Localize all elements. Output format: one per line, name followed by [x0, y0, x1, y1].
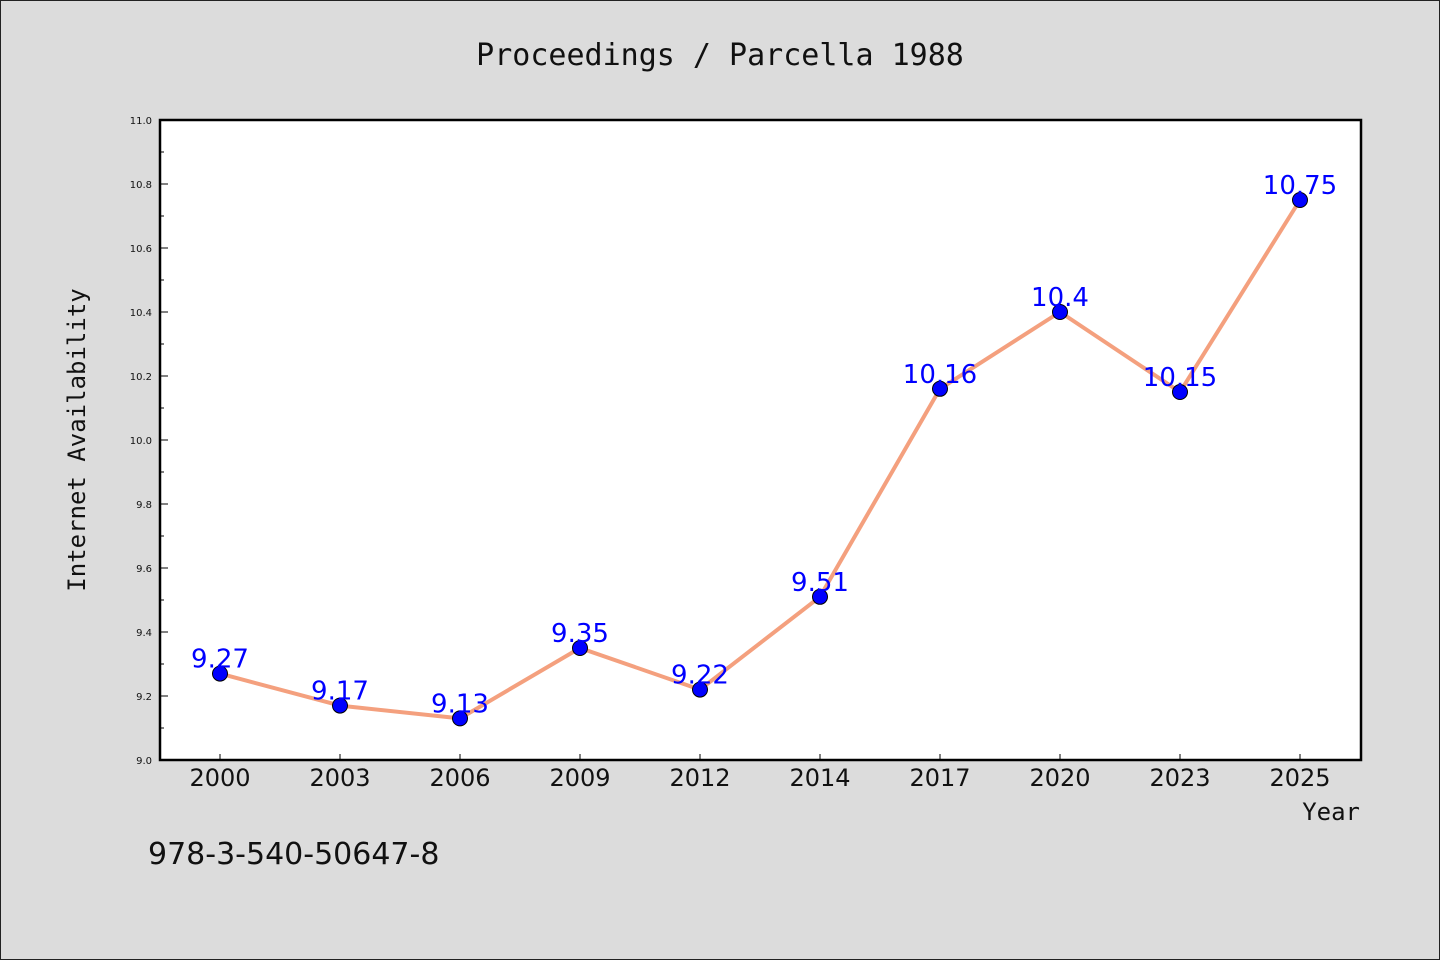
x-tick-label: 2003: [309, 764, 370, 792]
series-polyline: [218, 198, 1302, 721]
x-tick-label: 2017: [909, 764, 970, 792]
data-point: [1172, 384, 1188, 400]
x-tick-label: 2023: [1149, 764, 1210, 792]
y-tick-label: 10.4: [130, 308, 152, 319]
x-tick-label: 2000: [189, 764, 250, 792]
data-point: [212, 665, 228, 682]
y-tick-label: 10.2: [130, 372, 152, 383]
data-point: [572, 640, 588, 656]
data-label: 9.17: [311, 677, 369, 707]
data-point: [692, 681, 708, 698]
x-tick-label: 2012: [669, 764, 730, 792]
chart-title: Proceedings / Parcella 1988: [476, 38, 964, 73]
data-point: [332, 697, 348, 714]
plot-area: [158, 118, 1363, 762]
y-axis-label: Internet Availability: [63, 288, 91, 591]
data-point: [932, 380, 948, 397]
data-label: 9.51: [791, 568, 849, 598]
data-label: 9.13: [431, 689, 489, 719]
x-tick-label: 2006: [429, 764, 490, 792]
data-point: [452, 710, 468, 727]
x-tick-label: 2020: [1029, 764, 1090, 792]
y-tick-label: 11.0: [130, 116, 152, 127]
data-label: 9.22: [671, 661, 729, 691]
y-tick-label: 10.6: [130, 244, 152, 255]
data-labels: 9.27 9.17 9.13 9.35 9.22 9.51 10.16 10.4 10.15 10…: [191, 171, 1337, 719]
x-axis-label: Year: [1302, 798, 1360, 826]
x-tick-label: 2014: [789, 764, 850, 792]
y-tick-label: 9.6: [136, 564, 152, 575]
series-markers: [212, 192, 1308, 727]
data-point: [812, 588, 828, 605]
y-tick-label: 9.0: [136, 756, 152, 767]
x-axis: 2000 2003 2006 2009 2012 2014 2017 2020 2023 2025: [189, 754, 1331, 792]
footnote-isbn: 978-3-540-50647-8: [148, 837, 439, 872]
data-label: 9.35: [551, 619, 609, 649]
x-tick-label: 2025: [1269, 764, 1330, 792]
y-tick-label: 9.8: [136, 500, 152, 511]
data-label: 9.27: [191, 645, 249, 675]
y-tick-label: 10.0: [130, 436, 152, 447]
data-point: [1052, 304, 1068, 320]
x-tick-label: 2009: [549, 764, 610, 792]
data-point: [1292, 192, 1308, 208]
data-label: 10.15: [1143, 363, 1217, 393]
series-line: [218, 198, 1302, 721]
data-label: 10.4: [1031, 283, 1089, 313]
data-label: 10.16: [903, 360, 977, 390]
y-tick-label: 10.8: [130, 180, 152, 191]
y-axis: 9.0 9.2 9.4 9.6 9.8 10.0 10.2 10.4 10.6 10.8 11.0: [130, 116, 168, 767]
y-tick-label: 9.2: [136, 692, 152, 703]
data-label: 10.75: [1263, 171, 1337, 201]
y-tick-label: 9.4: [136, 628, 152, 639]
